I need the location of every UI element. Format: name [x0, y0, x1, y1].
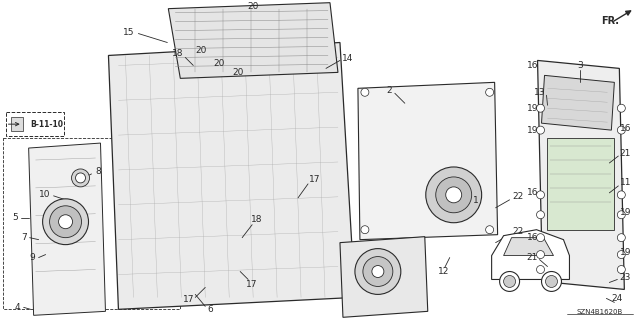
Text: FR.: FR.: [602, 16, 620, 26]
Bar: [547, 138, 614, 230]
Bar: [370, 95, 475, 183]
Polygon shape: [168, 3, 338, 78]
Circle shape: [426, 167, 482, 223]
Circle shape: [372, 265, 384, 278]
Text: 15: 15: [123, 28, 134, 37]
Circle shape: [536, 126, 545, 134]
Polygon shape: [504, 238, 554, 256]
Circle shape: [536, 265, 545, 273]
Text: 7: 7: [20, 233, 26, 242]
Text: 16: 16: [620, 124, 631, 133]
Text: 10: 10: [39, 190, 51, 199]
Bar: [352, 294, 362, 310]
Circle shape: [436, 177, 472, 213]
Text: 19: 19: [620, 208, 631, 217]
Polygon shape: [358, 82, 498, 240]
Circle shape: [361, 88, 369, 96]
Text: 21: 21: [527, 253, 538, 262]
Text: 19: 19: [527, 104, 538, 113]
Text: 18: 18: [172, 49, 183, 58]
Circle shape: [445, 187, 461, 203]
Circle shape: [76, 173, 86, 183]
Text: 17: 17: [246, 280, 258, 289]
Text: 9: 9: [29, 253, 35, 262]
Circle shape: [361, 226, 369, 234]
Text: 23: 23: [620, 273, 631, 282]
Text: 14: 14: [342, 54, 354, 63]
Polygon shape: [108, 42, 355, 309]
Text: 16: 16: [527, 233, 538, 242]
Text: 12: 12: [438, 267, 449, 276]
Bar: [380, 294, 390, 310]
Circle shape: [618, 251, 625, 259]
Circle shape: [618, 234, 625, 241]
Bar: [394, 294, 404, 310]
Text: 24: 24: [612, 294, 623, 303]
Text: 2: 2: [386, 86, 392, 95]
Text: B-11-10: B-11-10: [30, 120, 63, 129]
Text: 20: 20: [232, 68, 244, 77]
Circle shape: [49, 206, 81, 238]
Text: 1: 1: [473, 196, 479, 205]
Circle shape: [618, 191, 625, 199]
Polygon shape: [541, 75, 614, 130]
Text: 20: 20: [196, 46, 207, 55]
Bar: [366, 294, 376, 310]
Circle shape: [545, 276, 557, 287]
Text: 17: 17: [182, 295, 194, 304]
Circle shape: [355, 249, 401, 294]
Circle shape: [536, 104, 545, 112]
Text: 17: 17: [309, 175, 321, 184]
Circle shape: [536, 191, 545, 199]
Circle shape: [618, 265, 625, 273]
Circle shape: [363, 256, 393, 286]
Text: 22: 22: [512, 192, 523, 201]
Circle shape: [486, 88, 493, 96]
Text: SZN4B1620B: SZN4B1620B: [576, 309, 623, 315]
Text: 19: 19: [620, 248, 631, 257]
Text: 20: 20: [214, 59, 225, 68]
Circle shape: [486, 226, 493, 234]
Text: 5: 5: [12, 213, 17, 222]
Text: 4: 4: [15, 303, 20, 312]
Polygon shape: [538, 60, 625, 289]
Text: 13: 13: [534, 88, 545, 97]
Polygon shape: [29, 143, 106, 315]
Circle shape: [536, 211, 545, 219]
Text: 21: 21: [620, 149, 631, 158]
Circle shape: [618, 104, 625, 112]
Bar: [11, 117, 22, 131]
Text: 22: 22: [512, 227, 523, 236]
Text: 8: 8: [95, 167, 101, 176]
Text: 3: 3: [577, 61, 583, 70]
Circle shape: [504, 276, 516, 287]
Circle shape: [541, 271, 561, 292]
Text: 19: 19: [527, 126, 538, 135]
Text: 18: 18: [252, 215, 263, 224]
Circle shape: [59, 215, 72, 229]
Text: 16: 16: [527, 61, 538, 70]
Circle shape: [618, 211, 625, 219]
Text: 20: 20: [248, 2, 259, 11]
Polygon shape: [340, 237, 428, 317]
Circle shape: [536, 234, 545, 241]
Circle shape: [500, 271, 520, 292]
Circle shape: [618, 126, 625, 134]
Circle shape: [72, 169, 90, 187]
Text: 16: 16: [527, 188, 538, 197]
Circle shape: [43, 199, 88, 245]
Circle shape: [536, 251, 545, 259]
FancyBboxPatch shape: [6, 112, 63, 136]
Text: 6: 6: [207, 305, 213, 314]
Polygon shape: [492, 230, 570, 279]
Text: 11: 11: [620, 178, 631, 187]
